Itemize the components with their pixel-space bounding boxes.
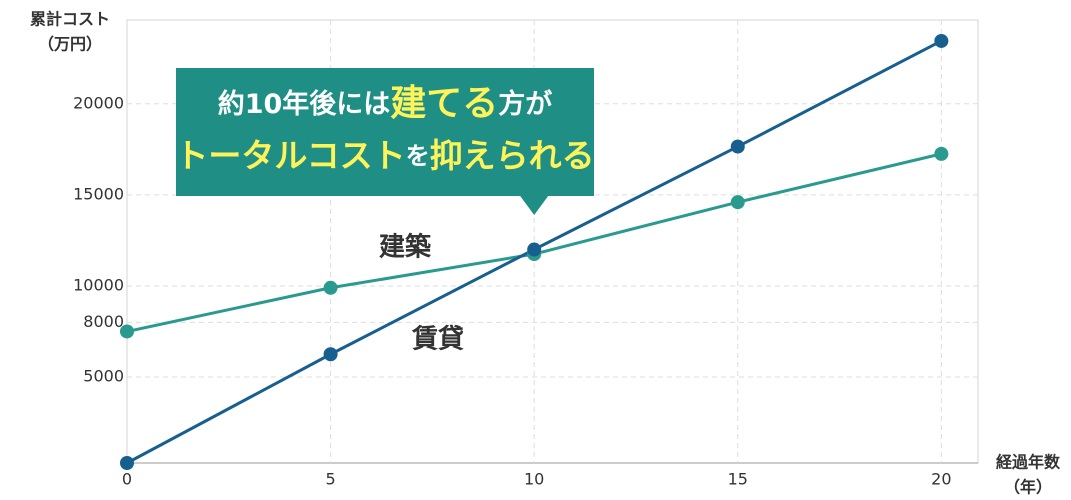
y-axis-label: 累計コスト: [30, 10, 110, 29]
x-tick-label: 15: [728, 470, 748, 489]
callout-text: 約10年後には建てる方が: [218, 83, 553, 124]
point: [323, 280, 338, 295]
y-tick-label: 15000: [73, 184, 124, 203]
x-tick-label: 10: [524, 470, 544, 489]
y-tick-label: 10000: [73, 275, 124, 294]
point: [934, 146, 949, 161]
callout-box: [176, 68, 594, 215]
callout-segment: 抑えられる: [430, 136, 595, 175]
point: [730, 139, 745, 154]
x-axis-label: 経過年数: [996, 453, 1061, 472]
callout-segment: 方が: [498, 88, 552, 120]
x-tick-label: 0: [122, 470, 132, 489]
callout-segment: を: [406, 142, 430, 170]
point: [934, 33, 949, 48]
callout-segment: 約10年後には: [218, 88, 391, 120]
point: [730, 195, 745, 210]
point: [120, 456, 134, 470]
x-tick-label: 5: [325, 470, 335, 489]
x-axis-label: （年）: [1004, 478, 1052, 497]
point: [323, 347, 338, 362]
y-tick-label: 20000: [73, 93, 124, 112]
series-label: 賃貸: [411, 324, 464, 355]
y-axis-label: （万円）: [38, 35, 102, 54]
point: [120, 324, 134, 339]
point: [527, 242, 542, 257]
callout-text: トータルコストを抑えられる: [175, 136, 594, 175]
y-tick-label: 8000: [83, 312, 124, 331]
y-tick-label: 5000: [83, 367, 124, 386]
x-tick-label: 20: [931, 470, 951, 489]
series-label: 建築: [379, 232, 432, 263]
callout-segment: 建てる: [390, 83, 498, 124]
callout-segment: トータルコスト: [175, 136, 405, 175]
